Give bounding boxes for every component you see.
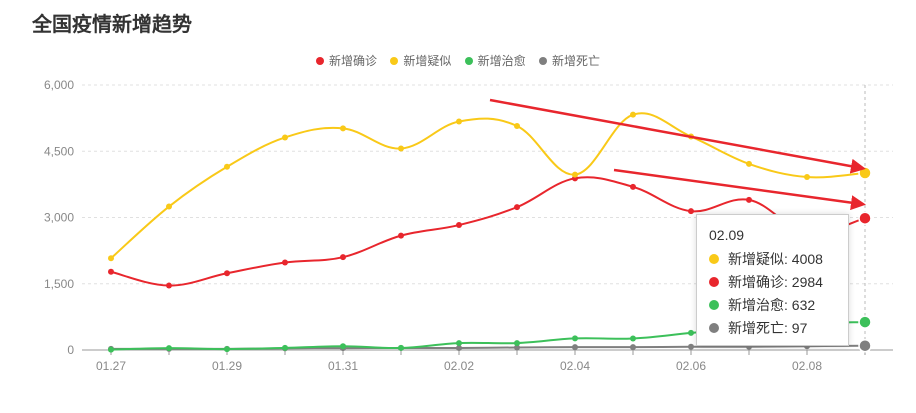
data-point (456, 118, 462, 125)
y-tick-label: 3,000 (44, 211, 74, 225)
data-point (514, 344, 520, 351)
data-point (514, 204, 520, 211)
tooltip-date: 02.09 (709, 227, 745, 243)
data-point (456, 340, 462, 347)
tooltip-row-label: 新增确诊: 2984 (728, 273, 823, 290)
legend-marker (315, 56, 324, 65)
x-tick-label: 02.02 (444, 359, 474, 373)
tooltip-row: 新增确诊: 2984 (709, 270, 848, 293)
data-point (166, 282, 172, 289)
tooltip-marker (709, 299, 719, 310)
data-point (858, 315, 872, 329)
x-tick-label: 02.08 (792, 359, 822, 373)
series-line (110, 112, 866, 260)
y-tick-label: 6,000 (44, 78, 74, 92)
data-point (630, 183, 636, 190)
chart-legend: 新增确诊 新增疑似 新增治愈 新增死亡 (0, 52, 916, 69)
data-point (630, 111, 636, 118)
data-point (282, 259, 288, 266)
data-point (108, 268, 114, 275)
data-point (224, 270, 230, 277)
annotation-arrow (613, 168, 866, 211)
data-point (224, 163, 230, 170)
data-point (282, 134, 288, 141)
data-point (572, 344, 578, 351)
tooltip-marker (709, 276, 719, 287)
data-point (514, 340, 520, 347)
data-point (858, 338, 872, 353)
x-tick-label: 01.27 (96, 359, 126, 373)
data-point (340, 343, 346, 350)
legend-label: 新增死亡 (552, 54, 601, 68)
data-point (108, 346, 114, 353)
page-title: 全国疫情新增趋势 (32, 14, 192, 36)
y-tick-label: 4,500 (44, 144, 74, 158)
data-point (340, 254, 346, 261)
y-tick-label: 0 (67, 343, 74, 357)
data-point (340, 125, 346, 132)
data-point (456, 345, 462, 352)
data-point (398, 232, 404, 239)
annotation-arrow (489, 98, 866, 174)
data-point (166, 345, 172, 352)
legend-marker (464, 56, 473, 65)
data-point (224, 346, 230, 353)
data-point (688, 329, 694, 336)
data-point (398, 344, 404, 351)
data-point (514, 122, 520, 129)
legend-label: 新增治愈 (477, 54, 526, 68)
tooltip-marker (709, 322, 719, 333)
legend-item-cured[interactable]: 新增治愈 (464, 52, 526, 69)
data-point (166, 203, 172, 210)
tooltip-row: 新增治愈: 632 (709, 293, 848, 316)
legend-marker (390, 56, 399, 65)
legend-label: 新增确诊 (328, 54, 377, 68)
tooltip-marker (709, 253, 719, 264)
legend-item-dead[interactable]: 新增死亡 (539, 52, 600, 69)
legend-marker (539, 56, 548, 65)
data-point (282, 344, 288, 351)
data-point (108, 255, 114, 262)
tooltip-row: 新增死亡: 97 (709, 316, 848, 339)
data-point (688, 208, 694, 215)
x-tick-label: 02.06 (676, 359, 706, 373)
data-point (858, 211, 872, 225)
data-point (630, 335, 636, 342)
legend-item-suspected[interactable]: 新增疑似 (390, 52, 451, 69)
x-tick-label: 01.29 (212, 359, 242, 373)
tooltip-row-label: 新增治愈: 632 (728, 296, 816, 313)
data-point (746, 160, 752, 167)
y-tick-label: 1,500 (44, 277, 74, 291)
data-point (688, 343, 694, 350)
data-point (456, 222, 462, 229)
tooltip-row: 新增疑似: 4008 (709, 247, 848, 270)
data-point (398, 145, 404, 152)
data-point (746, 196, 752, 203)
tooltip-row-label: 新增疑似: 4008 (728, 250, 823, 267)
tooltip-row-label: 新增死亡: 97 (728, 319, 808, 336)
legend-label: 新增疑似 (403, 54, 452, 68)
chart-tooltip: 02.09 新增疑似: 4008 新增确诊: 2984 新增治愈: 632 新增… (696, 214, 849, 346)
data-point (630, 344, 636, 351)
x-tick-label: 01.31 (328, 359, 358, 373)
legend-item-confirmed[interactable]: 新增确诊 (315, 52, 377, 69)
x-tick-label: 02.04 (560, 359, 590, 373)
data-point (804, 174, 810, 181)
data-point (572, 335, 578, 342)
data-point (572, 171, 578, 178)
